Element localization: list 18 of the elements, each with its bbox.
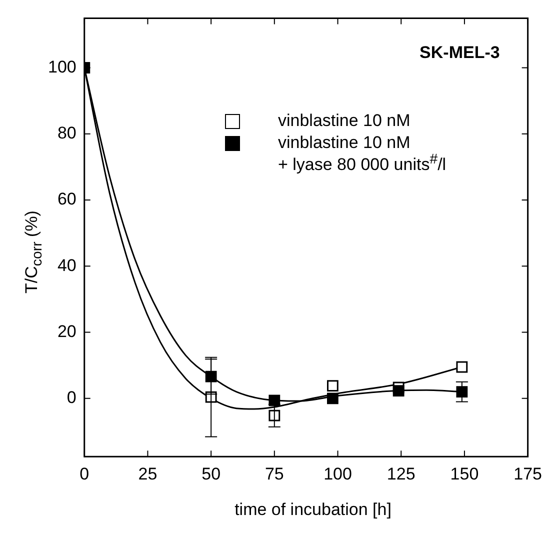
- x-tick-label: 100: [324, 464, 352, 484]
- x-axis-title: time of incubation [h]: [234, 500, 392, 520]
- text: SK-MEL-3: [420, 42, 500, 62]
- y-tick-label: 0: [66, 388, 76, 408]
- y-tick-label: 60: [57, 190, 76, 209]
- legend-label: vinblastine 10 nM: [278, 110, 410, 132]
- x-tick-label: 125: [386, 464, 416, 484]
- x-tick-label: 150: [450, 464, 479, 484]
- x-tick-label: 75: [264, 464, 284, 484]
- legend-label: vinblastine 10 nM + lyase 80 000 units$^{#}$/l: [278, 132, 446, 176]
- x-tick-label: 0: [80, 464, 90, 484]
- x-tick-label: 25: [138, 464, 158, 484]
- y-tick-label: 20: [57, 322, 76, 341]
- x-tick-label: 175: [514, 464, 542, 484]
- y-tick-label: 40: [57, 256, 76, 275]
- y-tick-label: 80: [57, 124, 76, 143]
- x-tick-label: 50: [202, 464, 221, 484]
- y-tick-label: 100: [48, 57, 76, 76]
